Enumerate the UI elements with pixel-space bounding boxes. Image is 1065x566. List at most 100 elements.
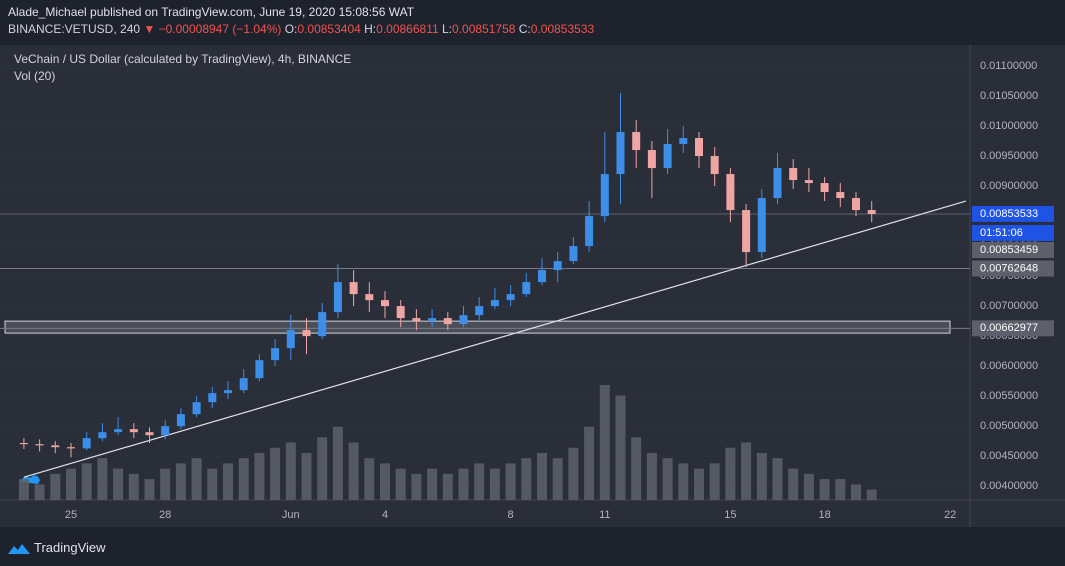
candle-body [255,360,264,379]
y-tick-label: 0.00950000 [980,150,1038,162]
volume-bar [819,479,830,500]
y-tick-label: 0.01100000 [980,60,1037,72]
volume-bar [646,452,657,500]
ohlc-label: H: [364,22,377,36]
candle-body [522,282,531,295]
volume-bar [631,437,642,500]
x-tick-label: 11 [599,509,610,521]
candle-body [569,246,578,262]
last-price-label: 0.00853533 [980,208,1038,220]
ohlc-value: 0.00853533 [530,22,595,36]
volume-bar [442,473,453,500]
volume-bar [678,463,689,500]
volume-bar [615,395,626,500]
candle-body [632,132,641,151]
candle-body [710,156,719,175]
x-tick-label: 22 [944,509,956,521]
volume-bar [270,447,281,500]
volume-bar [380,463,390,500]
volume-bar [34,484,45,500]
volume-bar [599,385,610,500]
candle-body [663,144,672,169]
publisher-line: Alade_Michael published on TradingView.c… [8,5,415,19]
candle-body [381,300,389,307]
volume-bar [113,468,124,500]
candle-body [428,318,437,322]
volume-bar [741,442,752,500]
candle-body [459,315,468,325]
volume-legend: Vol (20) [14,69,55,83]
y-tick-label: 0.00500000 [980,420,1038,432]
candle-body [271,348,280,361]
y-tick-label: 0.01000000 [980,120,1038,132]
plot-background [0,45,970,500]
candle-body [679,138,688,145]
volume-bar [238,458,249,500]
ohlc-label: O: [284,22,298,36]
candle-body [867,210,876,214]
volume-bar [97,458,108,500]
chart-title: VeChain / US Dollar (calculated by Tradi… [14,52,351,66]
volume-bar [552,458,563,500]
ohlc-label: L: [442,22,453,36]
candle-body [804,180,813,184]
volume-bar [803,473,814,500]
symbol: BINANCE:VETUSD, 240 [8,22,141,36]
y-tick-label: 0.01050000 [980,90,1038,102]
bid-price-label-box [972,241,1054,258]
volume-bar [584,426,595,500]
candle-body [302,330,311,337]
candle-body [208,393,217,403]
candle-body [224,390,232,394]
candle-body [286,330,295,349]
volume-bar [521,458,532,500]
candle-body [67,447,75,449]
countdown-label: 01:51:06 [980,227,1023,239]
volume-bar [866,489,877,500]
volume-bar [160,468,171,500]
volume-bar [348,442,359,500]
footer-logo [8,544,30,554]
support-zone [4,320,951,334]
candle-body [647,150,656,169]
volume-bar [364,458,375,500]
candle-body [820,183,829,193]
candle-body [396,306,405,319]
volume-bar [411,473,422,500]
y-tick-label: 0.00450000 [980,450,1038,462]
level-label-box [972,320,1054,337]
y-tick-label: 0.00550000 [980,390,1038,402]
candle-body [773,168,782,199]
x-tick-label: Jun [282,509,300,521]
volume-bar [537,452,547,500]
bid-price-label: 0.00853459 [980,244,1038,256]
volume-bar [489,468,500,500]
candle-body [789,168,798,181]
candle-body [239,378,248,391]
y-tick-label: 0.00600000 [980,360,1038,372]
volume-bar [568,447,579,500]
candle-body [757,198,766,253]
level-label: 0.00662977 [980,322,1038,334]
candle-body [600,174,609,217]
volume-bar [207,468,218,500]
candle-body [538,270,546,283]
volume-bar [50,473,61,500]
ohlc-value: 0.00851758 [452,22,516,36]
candle-body [490,300,499,307]
candle-body [365,294,374,301]
last-price-label-box [972,205,1054,222]
trendline [23,200,967,478]
candle-body [145,432,154,436]
volume-bar [144,479,155,500]
ohlc-value: 0.00853404 [297,22,361,36]
x-tick-label: 15 [724,509,736,521]
x-tick-label: 18 [818,509,830,521]
y-tick-label: 0.00700000 [980,300,1038,312]
volume-bar [18,479,29,500]
candle-body [443,318,452,325]
change: ▼ −0.00008947 (−1.04%) [143,22,282,36]
candle-body [114,429,123,433]
